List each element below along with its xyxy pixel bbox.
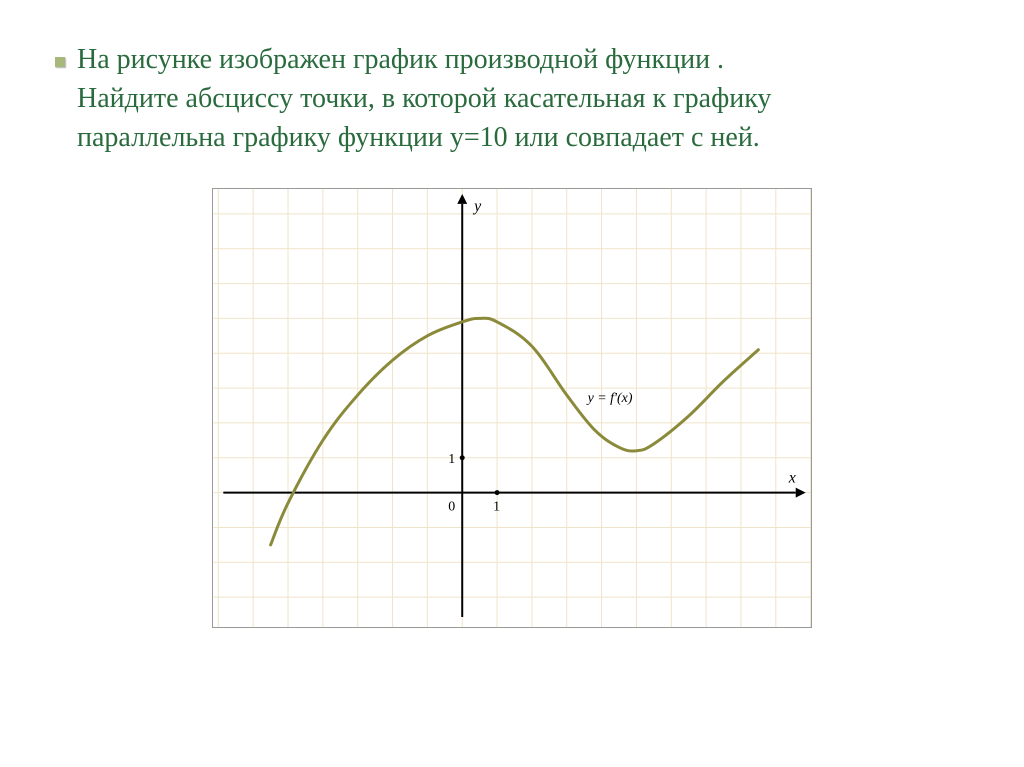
title-line-2: Найдите абсциссу точки, в которой касате…: [55, 79, 969, 118]
title-line-1: На рисунке изображен график производной …: [55, 40, 969, 79]
title-text-3: параллельна графику функции y=10 или сов…: [77, 122, 760, 153]
curve: [271, 318, 759, 545]
svg-text:x: x: [788, 469, 796, 486]
axes: [223, 194, 805, 617]
svg-text:y = f'(x): y = f'(x): [586, 391, 633, 406]
svg-text:1: 1: [493, 499, 500, 514]
chart-svg: y x 0 1 1 y = f'(x): [213, 189, 811, 627]
bullet-icon: [55, 57, 65, 67]
title-text-2: Найдите абсциссу точки, в которой касате…: [77, 83, 771, 114]
grid: [213, 189, 810, 627]
title-text-1: На рисунке изображен график производной …: [77, 44, 724, 75]
title-line-3: параллельна графику функции y=10 или сов…: [55, 118, 969, 157]
svg-text:y: y: [472, 197, 482, 214]
problem-statement: На рисунке изображен график производной …: [55, 40, 969, 158]
labels: y x 0 1 1 y = f'(x): [448, 197, 796, 514]
svg-text:1: 1: [448, 451, 455, 466]
svg-text:0: 0: [448, 499, 455, 514]
derivative-chart: y x 0 1 1 y = f'(x): [212, 188, 812, 628]
